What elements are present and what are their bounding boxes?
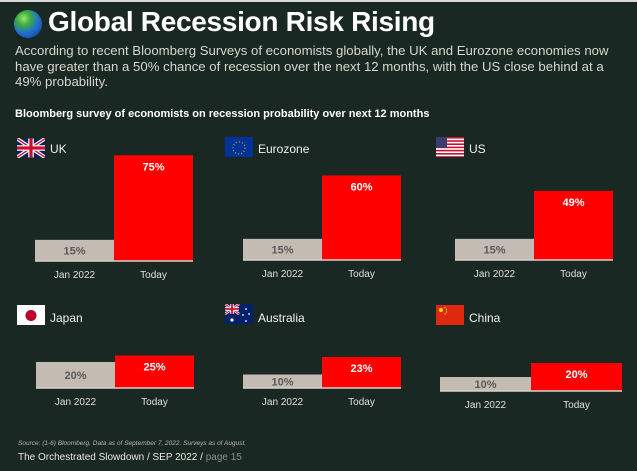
category-label-china-today: Today xyxy=(563,400,590,411)
country-label-us: US xyxy=(469,142,486,156)
category-label-us-jan-2022: Jan 2022 xyxy=(474,269,516,280)
country-label-uk: UK xyxy=(50,142,67,156)
data-label-us-jan-2022: 15% xyxy=(483,244,505,256)
footer: The Orchestrated Slowdown / SEP 2022 / p… xyxy=(18,452,242,463)
data-label-china-jan-2022: 10% xyxy=(474,379,496,391)
data-label-uk-jan-2022: 15% xyxy=(63,245,85,257)
data-label-japan-today: 25% xyxy=(143,362,165,374)
data-label-australia-today: 23% xyxy=(350,363,372,375)
bar-uk-jan-2022 xyxy=(35,239,114,261)
category-label-us-today: Today xyxy=(560,269,587,280)
chart-subtitle: Bloomberg survey of economists on recess… xyxy=(15,108,430,120)
data-label-australia-jan-2022: 10% xyxy=(271,376,293,388)
data-label-eurozone-today: 60% xyxy=(350,181,372,193)
publication-name: The Orchestrated Slowdown / SEP 2022 / xyxy=(18,452,206,463)
category-label-australia-today: Today xyxy=(348,397,375,408)
globe-icon xyxy=(14,10,42,38)
australia-flag-icon xyxy=(225,304,253,324)
us-flag-icon xyxy=(436,137,464,157)
country-label-eurozone: Eurozone xyxy=(258,142,310,156)
bar-china-jan-2022 xyxy=(440,377,531,391)
china-flag-icon xyxy=(436,305,464,325)
data-label-us-today: 49% xyxy=(562,197,584,209)
description: According to recent Bloomberg Surveys of… xyxy=(15,43,609,89)
category-label-china-jan-2022: Jan 2022 xyxy=(465,400,507,411)
category-label-australia-jan-2022: Jan 2022 xyxy=(262,397,304,408)
bar-eurozone-today xyxy=(322,175,401,260)
bar-eurozone-jan-2022 xyxy=(243,238,322,260)
bar-japan-today xyxy=(115,355,194,388)
japan-flag-icon xyxy=(17,305,45,325)
bar-us-today xyxy=(534,190,613,260)
category-label-japan-jan-2022: Jan 2022 xyxy=(55,397,97,408)
data-label-japan-jan-2022: 20% xyxy=(64,370,86,382)
bar-china-today xyxy=(531,363,622,391)
bar-australia-jan-2022 xyxy=(243,374,322,388)
source-note: Source: (1-6) Bloomberg. Data as of Sept… xyxy=(18,440,247,447)
bar-us-jan-2022 xyxy=(455,238,534,260)
country-label-china: China xyxy=(469,311,501,325)
bar-australia-today xyxy=(322,356,401,388)
page-number: page 15 xyxy=(205,452,242,463)
category-label-eurozone-today: Today xyxy=(348,269,375,280)
bar-uk-today xyxy=(114,155,193,261)
category-label-eurozone-jan-2022: Jan 2022 xyxy=(262,269,304,280)
data-label-china-today: 20% xyxy=(565,369,587,381)
category-label-uk-today: Today xyxy=(140,270,167,281)
country-label-japan: Japan xyxy=(50,311,83,325)
eu-flag-icon xyxy=(225,137,253,157)
country-label-australia: Australia xyxy=(258,311,305,325)
uk-flag-icon xyxy=(17,138,45,158)
category-label-japan-today: Today xyxy=(141,397,168,408)
bar-japan-jan-2022 xyxy=(36,362,115,388)
data-label-eurozone-jan-2022: 15% xyxy=(271,244,293,256)
category-label-uk-jan-2022: Jan 2022 xyxy=(54,270,96,281)
page-title: Global Recession Risk Rising xyxy=(48,6,435,37)
top-border xyxy=(0,0,637,2)
data-label-uk-today: 75% xyxy=(142,161,164,173)
